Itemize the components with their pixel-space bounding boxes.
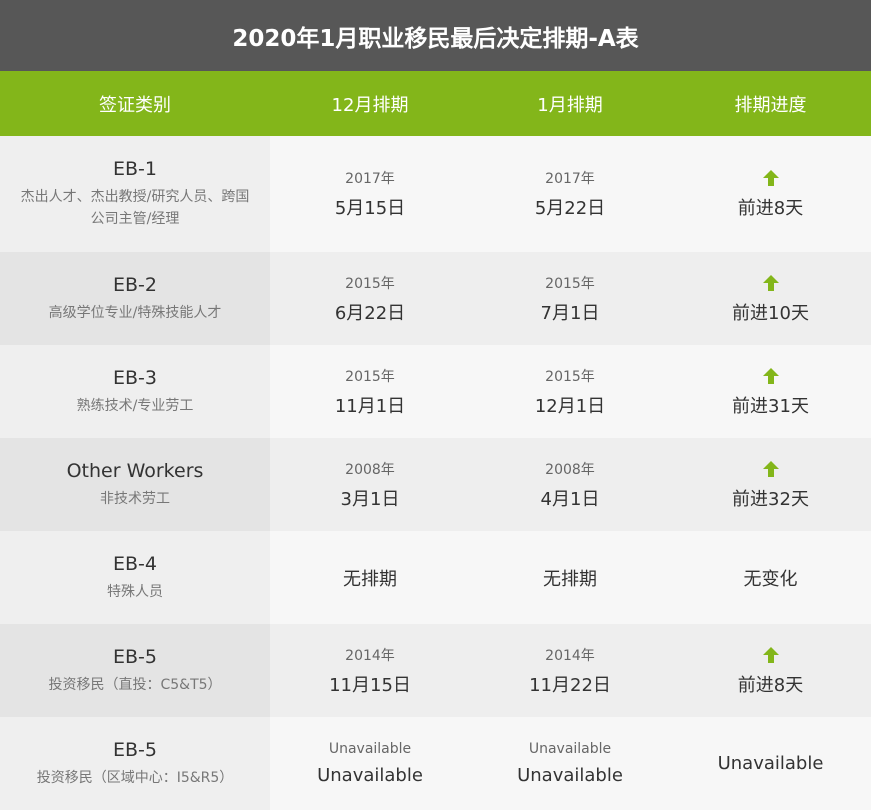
jan-date: 5月22日 bbox=[534, 198, 606, 219]
category-desc: 投资移民（区域中心：I5&R5） bbox=[36, 769, 234, 786]
category-desc: 非技术劳工 bbox=[100, 490, 170, 507]
table-row: EB-5 投资移民（区域中心：I5&R5） Unavailable Unavai… bbox=[0, 717, 871, 810]
progress-text: 前进10天 bbox=[732, 302, 809, 324]
dec-cell: 2008年 3月1日 bbox=[270, 438, 470, 531]
category-cell: Other Workers 非技术劳工 bbox=[0, 438, 270, 531]
table-row: EB-5 投资移民（直投：C5&T5） 2014年 11月15日 2014年 1… bbox=[0, 624, 871, 717]
category-cell: EB-5 投资移民（直投：C5&T5） bbox=[0, 624, 270, 717]
jan-year: 2017年 bbox=[545, 171, 595, 187]
jan-cell: Unavailable Unavailable bbox=[470, 717, 670, 810]
jan-cell: 2015年 7月1日 bbox=[470, 252, 670, 345]
table-row: EB-1 杰出人才、杰出教授/研究人员、跨国公司主管/经理 2017年 5月15… bbox=[0, 136, 871, 252]
table-row: Other Workers 非技术劳工 2008年 3月1日 2008年 4月1… bbox=[0, 438, 871, 531]
jan-date: Unavailable bbox=[517, 765, 623, 786]
category-cell: EB-1 杰出人才、杰出教授/研究人员、跨国公司主管/经理 bbox=[0, 136, 270, 252]
dec-cell: 无排期 bbox=[270, 531, 470, 624]
dec-cell: 2017年 5月15日 bbox=[270, 136, 470, 252]
category-name: EB-2 bbox=[113, 273, 157, 296]
arrow-up-icon bbox=[762, 646, 779, 663]
header-progress: 排期进度 bbox=[734, 94, 807, 116]
progress-text: 前进32天 bbox=[732, 488, 809, 510]
category-name: EB-1 bbox=[113, 158, 157, 180]
progress-text: Unavailable bbox=[717, 753, 824, 774]
dec-cell: 2015年 11月1日 bbox=[270, 345, 470, 438]
dec-date: 11月15日 bbox=[329, 674, 411, 696]
dec-year: 2015年 bbox=[345, 275, 395, 292]
progress-cell: 前进8天 bbox=[670, 624, 871, 717]
header-category: 签证类别 bbox=[99, 94, 171, 116]
category-cell: EB-4 特殊人员 bbox=[0, 531, 270, 624]
progress-text: 无变化 bbox=[743, 568, 798, 590]
dec-date: 5月15日 bbox=[334, 198, 406, 219]
arrow-up-icon bbox=[762, 367, 779, 384]
jan-cell: 2015年 12月1日 bbox=[470, 345, 670, 438]
dec-date: 11月1日 bbox=[334, 395, 406, 417]
jan-year: 2008年 bbox=[545, 461, 595, 478]
jan-cell: 无排期 bbox=[470, 531, 670, 624]
jan-date: 12月1日 bbox=[534, 395, 606, 417]
category-name: EB-5 bbox=[113, 738, 157, 761]
dec-value: 无排期 bbox=[343, 568, 397, 590]
dec-year: 2017年 bbox=[345, 171, 395, 187]
category-cell: EB-3 熟练技术/专业劳工 bbox=[0, 345, 270, 438]
progress-text: 前进8天 bbox=[737, 198, 804, 219]
dec-date: 6月22日 bbox=[334, 302, 406, 324]
category-name: EB-4 bbox=[113, 552, 157, 575]
jan-cell: 2008年 4月1日 bbox=[470, 438, 670, 531]
page-title: 2020年1月职业移民最后决定排期-A表 bbox=[0, 0, 871, 71]
table-body: EB-1 杰出人才、杰出教授/研究人员、跨国公司主管/经理 2017年 5月15… bbox=[0, 136, 871, 810]
jan-cell: 2014年 11月22日 bbox=[470, 624, 670, 717]
table-row: EB-3 熟练技术/专业劳工 2015年 11月1日 2015年 12月1日 前… bbox=[0, 345, 871, 438]
category-desc: 高级学位专业/特殊技能人才 bbox=[48, 304, 222, 321]
table-header: 签证类别 12月排期 1月排期 排期进度 bbox=[0, 71, 871, 136]
table-row: EB-4 特殊人员 无排期 无排期 无变化 bbox=[0, 531, 871, 624]
jan-cell: 2017年 5月22日 bbox=[470, 136, 670, 252]
category-desc: 特殊人员 bbox=[107, 583, 163, 600]
jan-year: 2015年 bbox=[545, 275, 595, 292]
progress-cell: 前进8天 bbox=[670, 136, 871, 252]
dec-cell: 2015年 6月22日 bbox=[270, 252, 470, 345]
progress-text: 前进8天 bbox=[737, 674, 804, 696]
progress-text: 前进31天 bbox=[732, 395, 809, 417]
arrow-up-icon bbox=[762, 460, 779, 477]
header-jan: 1月排期 bbox=[537, 94, 603, 116]
arrow-up-icon bbox=[762, 170, 779, 186]
category-desc: 杰出人才、杰出教授/研究人员、跨国公司主管/经理 bbox=[20, 189, 250, 227]
progress-cell: Unavailable bbox=[670, 717, 871, 810]
category-desc: 熟练技术/专业劳工 bbox=[76, 397, 194, 414]
category-desc: 投资移民（直投：C5&T5） bbox=[48, 676, 222, 693]
jan-year: Unavailable bbox=[528, 741, 612, 757]
dec-date: 3月1日 bbox=[340, 488, 400, 510]
table-row: EB-2 高级学位专业/特殊技能人才 2015年 6月22日 2015年 7月1… bbox=[0, 252, 871, 345]
category-name: EB-3 bbox=[113, 366, 157, 389]
dec-year: 2008年 bbox=[345, 461, 395, 478]
jan-year: 2014年 bbox=[545, 647, 595, 664]
dec-year: Unavailable bbox=[328, 741, 412, 757]
jan-date: 4月1日 bbox=[540, 488, 600, 510]
dec-year: 2015年 bbox=[345, 368, 395, 385]
dec-cell: Unavailable Unavailable bbox=[270, 717, 470, 810]
category-name: Other Workers bbox=[66, 459, 204, 482]
arrow-up-icon bbox=[762, 274, 779, 291]
dec-cell: 2014年 11月15日 bbox=[270, 624, 470, 717]
category-cell: EB-2 高级学位专业/特殊技能人才 bbox=[0, 252, 270, 345]
progress-cell: 无变化 bbox=[670, 531, 871, 624]
header-dec: 12月排期 bbox=[331, 94, 409, 116]
progress-cell: 前进10天 bbox=[670, 252, 871, 345]
jan-date: 11月22日 bbox=[529, 674, 611, 696]
dec-year: 2014年 bbox=[345, 647, 395, 664]
dec-date: Unavailable bbox=[317, 765, 423, 786]
progress-cell: 前进31天 bbox=[670, 345, 871, 438]
category-cell: EB-5 投资移民（区域中心：I5&R5） bbox=[0, 717, 270, 810]
jan-value: 无排期 bbox=[543, 568, 597, 590]
progress-cell: 前进32天 bbox=[670, 438, 871, 531]
jan-date: 7月1日 bbox=[540, 302, 600, 324]
jan-year: 2015年 bbox=[545, 368, 595, 385]
category-name: EB-5 bbox=[113, 645, 157, 668]
